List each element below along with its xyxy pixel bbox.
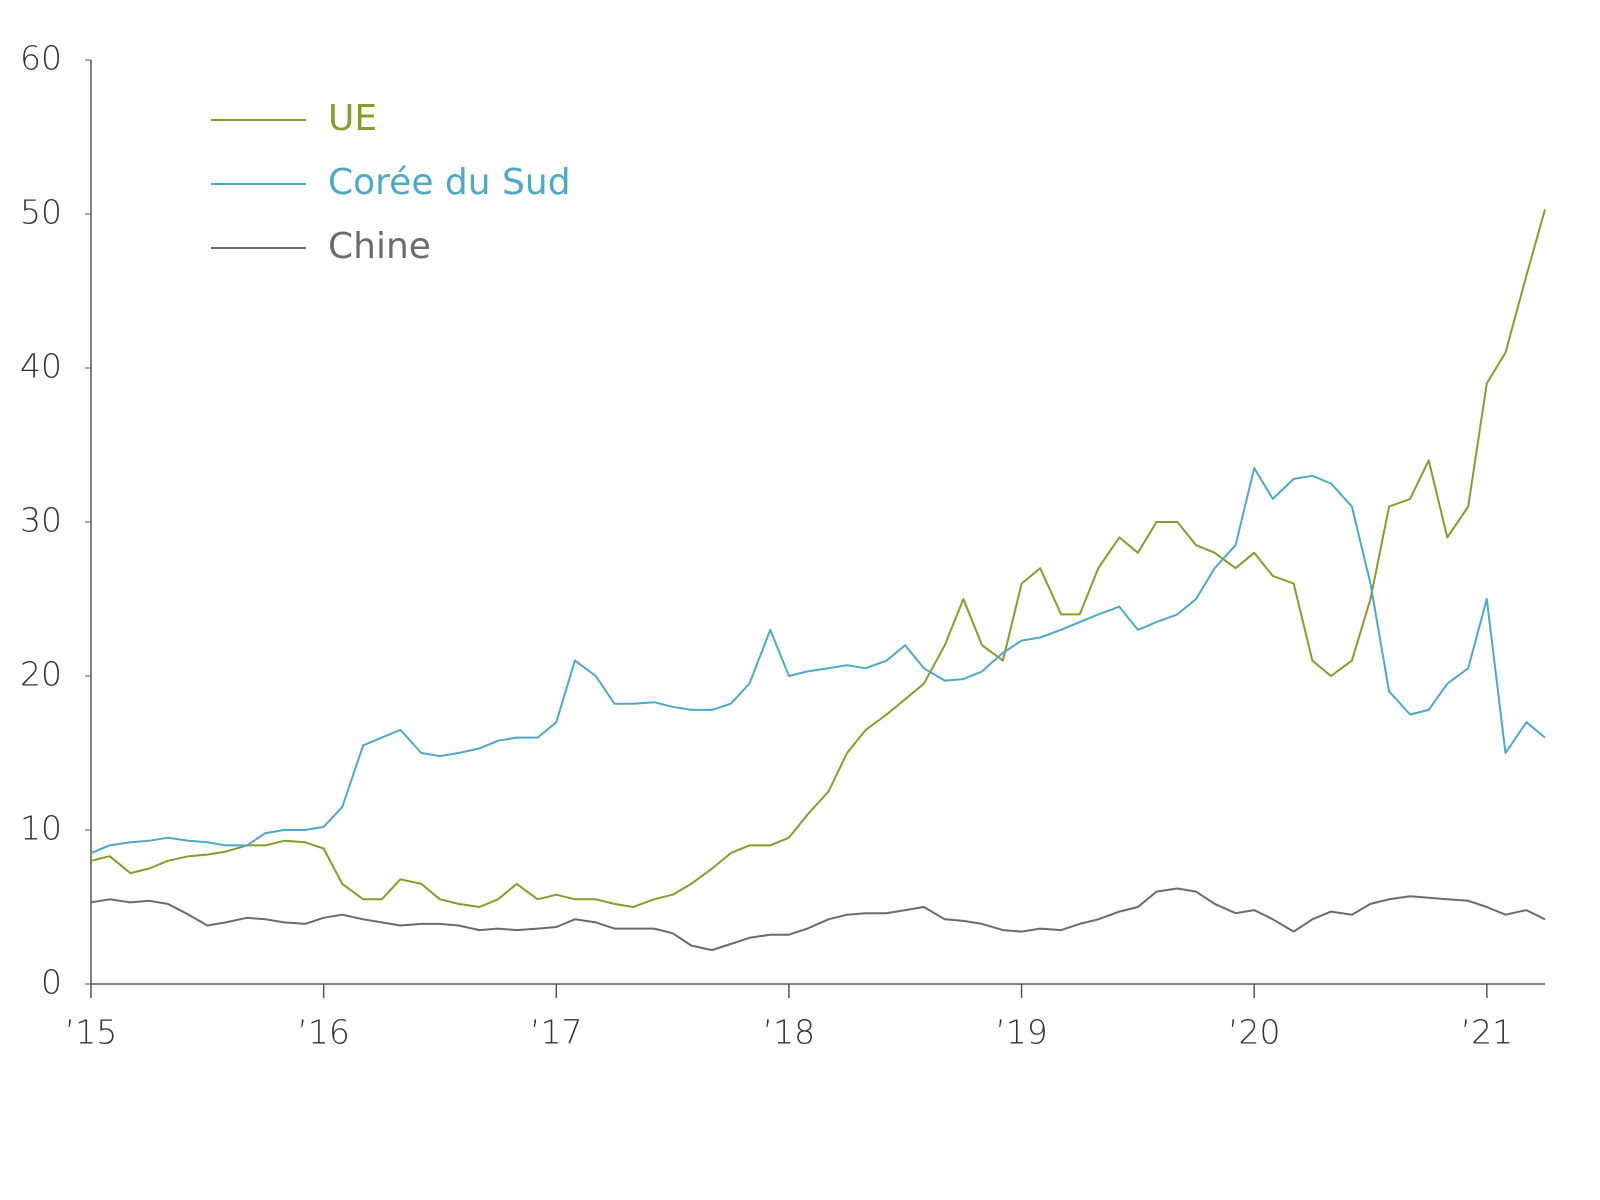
series-line	[90, 209, 1546, 908]
legend-label: Chine	[328, 226, 431, 267]
x-tick-label: ’17	[530, 1013, 582, 1052]
x-tick-label: ’20	[1228, 1013, 1280, 1052]
y-tick-label: 40	[20, 347, 62, 386]
y-tick-label: 10	[20, 809, 62, 848]
y-tick-label: 50	[20, 193, 62, 232]
y-tick-label: 0	[41, 963, 62, 1002]
y-tick-label: 60	[20, 39, 62, 78]
x-tick-label: ’19	[995, 1013, 1047, 1052]
x-tick-label: ’15	[65, 1013, 117, 1052]
x-tick-label: ’21	[1461, 1013, 1513, 1052]
legend-label: Corée du Sud	[328, 162, 571, 203]
x-tick-label: ’16	[297, 1013, 349, 1052]
legend-label: UE	[328, 98, 377, 139]
series-line	[90, 467, 1546, 855]
y-tick-label: 30	[20, 501, 62, 540]
series-line	[90, 887, 1546, 952]
x-tick-label: ’18	[763, 1013, 815, 1052]
y-tick-label: 20	[20, 655, 62, 694]
